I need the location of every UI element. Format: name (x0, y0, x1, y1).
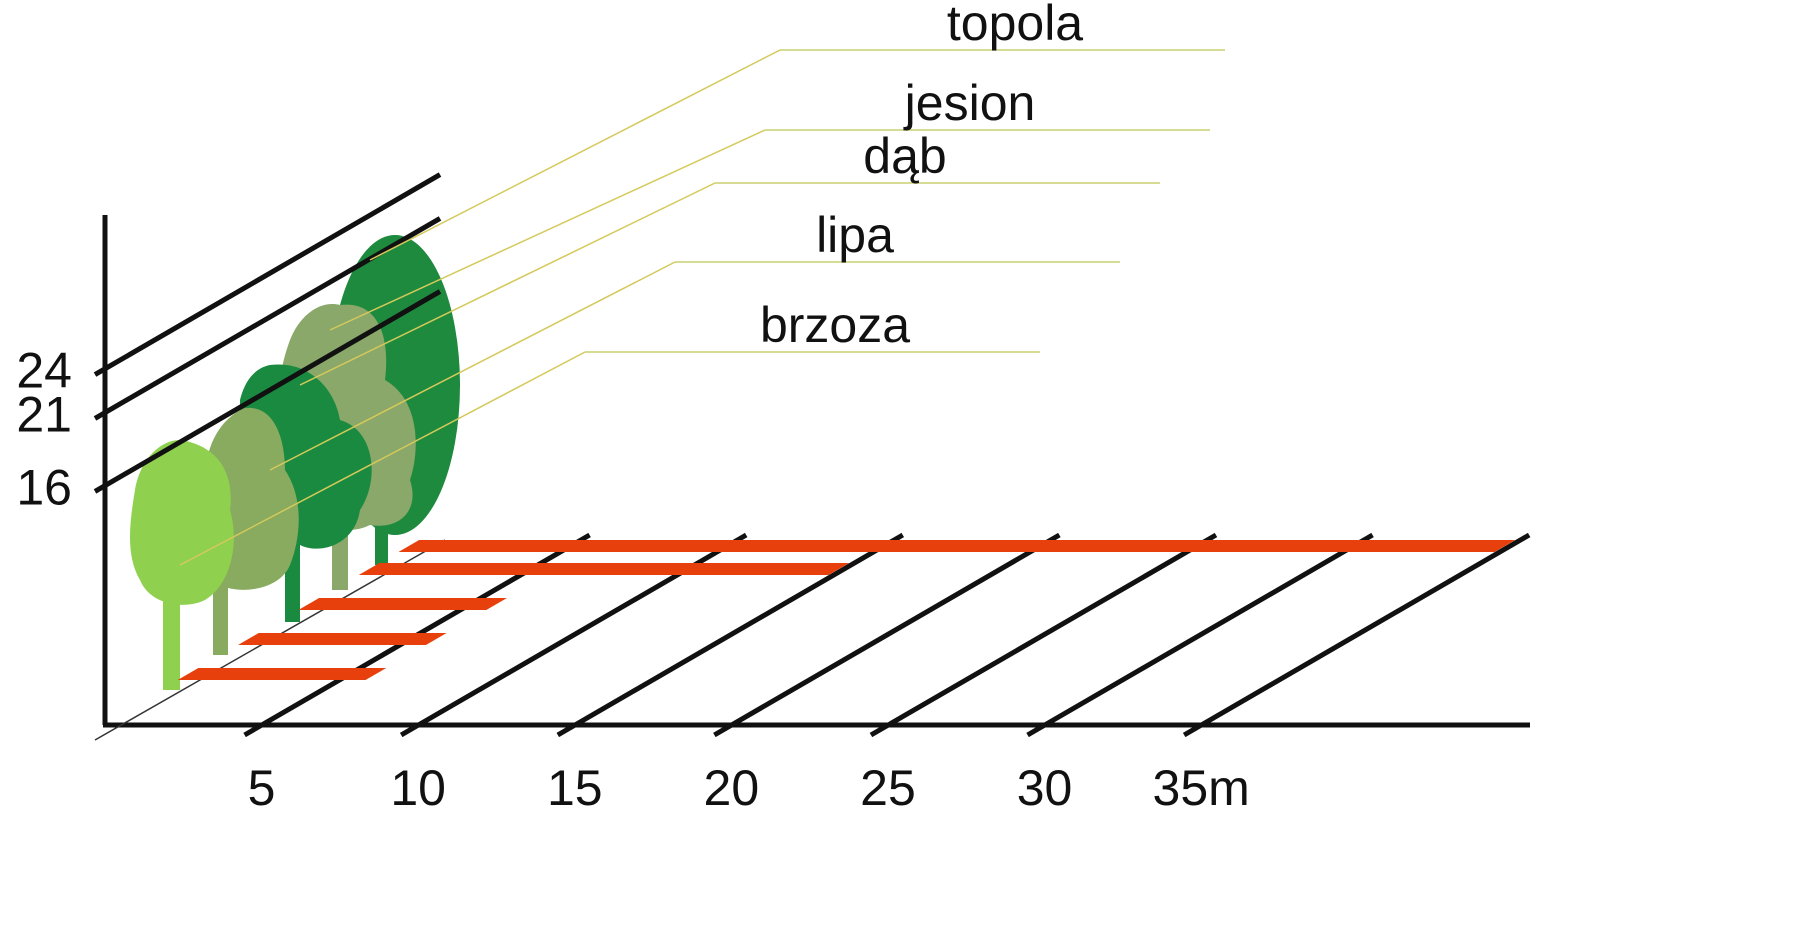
y-tick-label: 16 (16, 459, 72, 515)
bar (398, 540, 1515, 552)
bar (298, 598, 507, 610)
chart: 5101520253035m162124brzozalipadąbjesiont… (0, 0, 1794, 925)
depth-grid-line (1028, 535, 1373, 735)
x-tick-label: 10 (390, 760, 446, 816)
category-label: lipa (816, 207, 894, 263)
x-tick-label: 30 (1017, 760, 1073, 816)
bar (178, 668, 387, 680)
category-label: dąb (863, 128, 946, 184)
label-leader (330, 130, 765, 330)
category-label: topola (947, 0, 1083, 51)
category-label: brzoza (760, 297, 910, 353)
x-tick-label: 20 (704, 760, 760, 816)
y-tick-label: 24 (16, 343, 72, 399)
depth-grid-line (1184, 535, 1529, 735)
x-tick-label: 25 (860, 760, 916, 816)
x-tick-label: 5 (248, 760, 276, 816)
bar (359, 563, 849, 575)
category-label: jesion (903, 75, 1036, 131)
bar (238, 633, 447, 645)
x-tick-label: 15 (547, 760, 603, 816)
x-tick-label: 35m (1153, 760, 1250, 816)
tree-trunk (163, 580, 180, 690)
label-leader (370, 50, 780, 260)
depth-grid-line (871, 535, 1216, 735)
